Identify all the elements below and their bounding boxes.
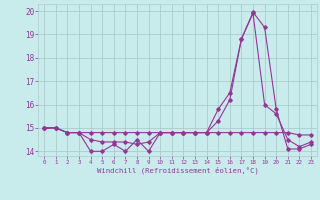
X-axis label: Windchill (Refroidissement éolien,°C): Windchill (Refroidissement éolien,°C) bbox=[97, 167, 259, 174]
